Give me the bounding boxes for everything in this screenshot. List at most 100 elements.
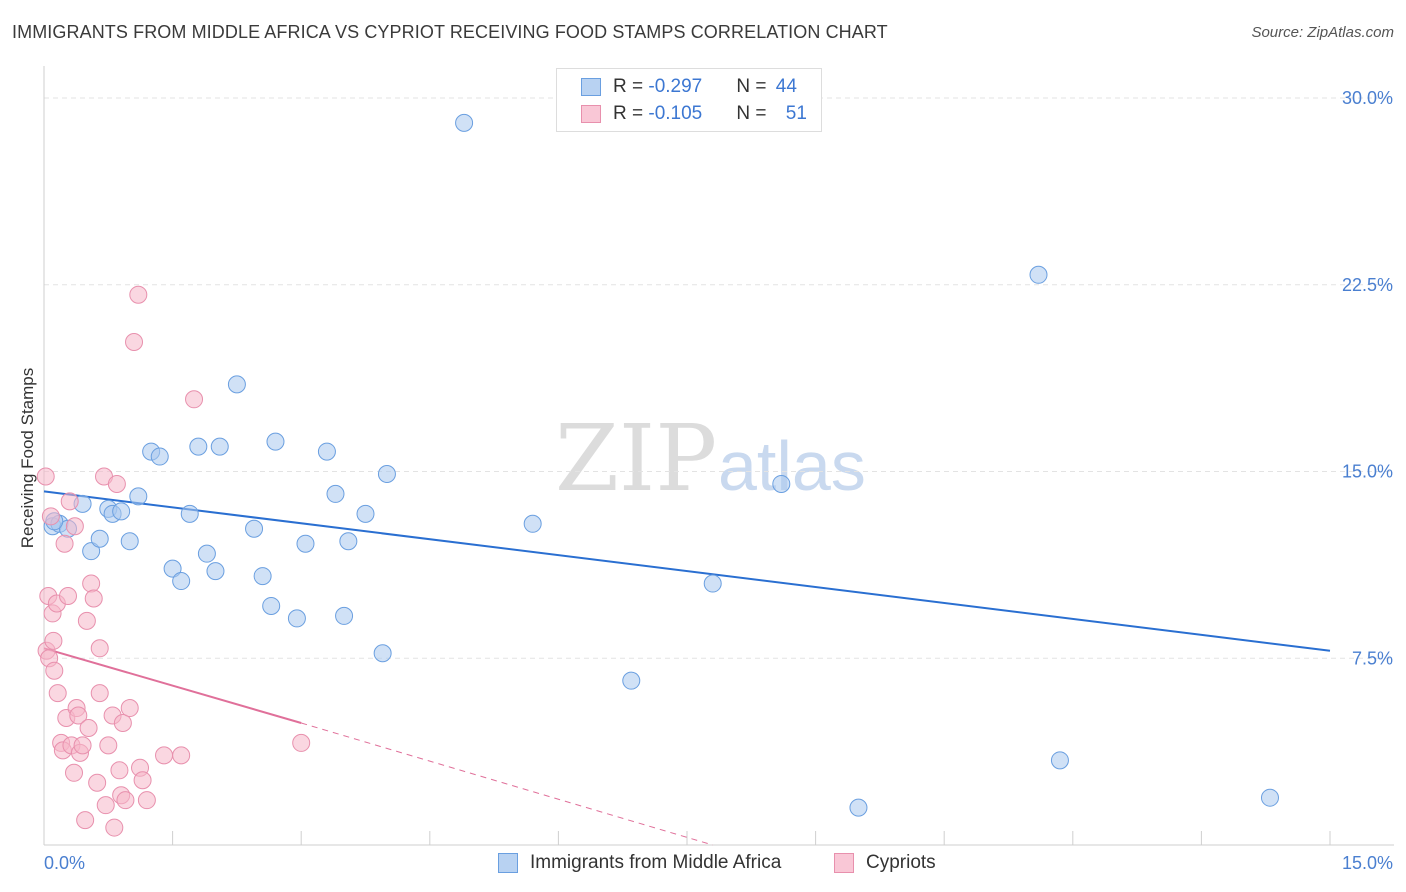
r-value: -0.297 <box>648 76 703 97</box>
watermark-atlas: atlas <box>718 427 866 505</box>
cypriot-point <box>84 589 103 608</box>
cypriot-point <box>65 517 84 536</box>
cypriot-point <box>48 684 67 703</box>
middle-africa-point <box>90 529 109 548</box>
cypriot-point <box>65 763 84 782</box>
cypriot-point <box>155 746 174 765</box>
pink-swatch-icon <box>581 105 601 123</box>
cypriot-point <box>77 611 96 630</box>
r-value: -0.105 <box>648 103 703 124</box>
middle-africa-point <box>266 432 285 451</box>
middle-africa-point <box>180 504 199 523</box>
blue-swatch-icon <box>581 78 601 96</box>
legend-row-cypriots: R = -0.105 N = 51 <box>581 101 807 127</box>
middle-africa-point <box>245 519 264 538</box>
n-value: 44 <box>775 76 797 97</box>
cypriot-point <box>125 333 144 352</box>
grid <box>44 97 1394 659</box>
middle-africa-point <box>227 375 246 394</box>
middle-africa-trendline <box>43 490 1331 652</box>
middle-africa-point <box>129 487 148 506</box>
data-points <box>36 113 1279 837</box>
cypriot-point <box>36 467 55 486</box>
middle-africa-point <box>253 567 272 586</box>
y-tick-label: 22.5% <box>1342 275 1393 295</box>
cypriot-point <box>44 631 63 650</box>
middle-africa-point <box>772 474 791 493</box>
legend-label: Cypriots <box>866 852 936 873</box>
legend-row-middle-africa: R = -0.297 N = 44 <box>581 74 797 100</box>
cypriot-point <box>113 713 132 732</box>
correlation-legend: R = -0.297 N = 44 R = -0.105 N = 51 <box>556 68 822 132</box>
cypriot-point <box>292 733 311 752</box>
legend-item-cypriots[interactable]: Cypriots <box>834 852 936 874</box>
cypriot-point <box>105 818 124 837</box>
y-tick-label: 15.0% <box>1342 462 1393 482</box>
cypriot-point <box>129 285 148 304</box>
cypriot-point <box>116 791 135 810</box>
middle-africa-point <box>849 798 868 817</box>
n-label: N = <box>736 103 772 124</box>
trend-lines <box>43 490 1331 846</box>
cypriot-point <box>45 661 64 680</box>
middle-africa-point <box>326 484 345 503</box>
watermark: ZIP atlas <box>555 405 866 512</box>
x-tick-label: 15.0% <box>1342 853 1393 873</box>
n-value: 51 <box>785 103 807 124</box>
middle-africa-point <box>455 113 474 132</box>
middle-africa-point <box>120 532 139 551</box>
middle-africa-point <box>197 544 216 563</box>
tick-labels: 7.5% 15.0% 22.5% 30.0% 0.0% 15.0% <box>44 88 1393 873</box>
middle-africa-point <box>1029 265 1048 284</box>
y-tick-label: 7.5% <box>1352 648 1393 668</box>
x-tick-label: 0.0% <box>44 853 85 873</box>
chart-title: IMMIGRANTS FROM MIDDLE AFRICA VS CYPRIOT… <box>12 22 888 42</box>
cypriot-trendline-extension <box>301 722 713 846</box>
cypriot-point <box>41 507 60 526</box>
cypriot-point <box>88 773 107 792</box>
cypriot-point <box>76 811 95 830</box>
middle-africa-point <box>296 534 315 553</box>
middle-africa-point <box>622 671 641 690</box>
cypriot-point <box>120 699 139 718</box>
cypriot-point <box>59 587 78 605</box>
middle-africa-point <box>1260 788 1279 807</box>
cypriot-point <box>82 574 101 593</box>
cypriot-point <box>55 534 74 553</box>
r-label: R = <box>613 76 649 97</box>
middle-africa-point <box>373 644 392 663</box>
middle-africa-point <box>377 464 396 483</box>
middle-africa-point <box>262 596 281 615</box>
middle-africa-point <box>317 442 336 461</box>
middle-africa-point <box>172 572 191 591</box>
cypriot-point <box>133 771 152 790</box>
cypriot-point <box>90 639 109 658</box>
r-label: R = <box>613 103 649 124</box>
axes <box>43 66 1394 846</box>
n-label: N = <box>736 76 772 97</box>
blue-swatch-icon <box>498 853 518 873</box>
cypriot-point <box>99 736 118 755</box>
cypriot-point <box>60 492 79 511</box>
middle-africa-point <box>287 609 306 628</box>
legend-item-middle-africa[interactable]: Immigrants from Middle Africa <box>498 852 781 874</box>
middle-africa-point <box>189 437 208 456</box>
cypriot-point <box>137 791 156 810</box>
middle-africa-point <box>150 447 169 466</box>
cypriot-trendline <box>43 647 302 724</box>
source-label: Source: ZipAtlas.com <box>1251 24 1394 41</box>
legend-label: Immigrants from Middle Africa <box>530 852 782 873</box>
middle-africa-point <box>206 562 225 581</box>
cypriot-point <box>69 706 88 725</box>
cypriot-point <box>96 796 115 815</box>
cypriot-point <box>185 390 204 409</box>
cypriot-point <box>79 718 98 737</box>
watermark-zip: ZIP <box>555 405 717 512</box>
pink-swatch-icon <box>834 853 854 873</box>
middle-africa-point <box>339 532 358 551</box>
y-tick-label: 30.0% <box>1342 88 1393 108</box>
middle-africa-point <box>210 437 229 456</box>
middle-africa-point <box>82 542 101 561</box>
middle-africa-point <box>112 502 131 521</box>
